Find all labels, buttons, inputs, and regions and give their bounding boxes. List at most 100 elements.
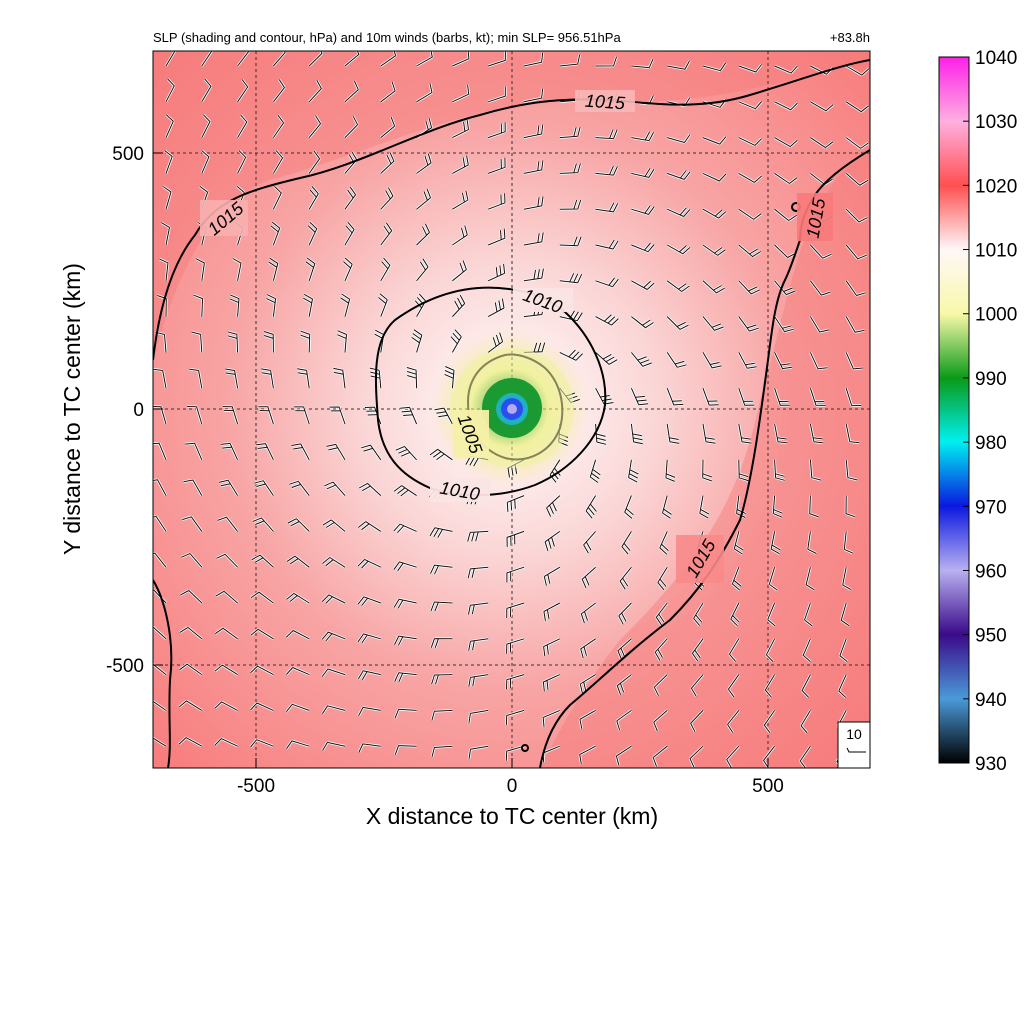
wind-barb [523,124,544,139]
wind-barb [523,232,544,246]
wind-barb [468,602,489,615]
wind-barb [738,459,749,482]
wind-barb [344,116,359,138]
wind-barb [272,114,285,138]
wind-barb [738,423,752,444]
wind-barb [845,280,866,296]
wind-barb [702,459,712,482]
wind-barb [506,495,525,512]
colorbar-tick-label-1040: 1040 [975,48,1017,69]
wind-barb [618,602,632,625]
wind-barb [286,555,310,568]
wind-barb [393,485,417,497]
wind-barb [667,134,691,143]
wind-barb [181,553,203,568]
wind-barb [185,442,203,460]
wind-barb [733,531,744,555]
wind-barb [254,480,274,496]
wind-barb [693,602,704,626]
wind-barb [809,423,824,444]
wind-barb [559,349,583,361]
wind-barb [579,745,596,765]
wind-barb [416,223,430,246]
wind-barb [764,674,776,698]
wind-barb [809,459,822,481]
y-tick-label--500: -500 [106,656,144,677]
wind-barb [361,444,382,461]
wind-barb [307,221,318,246]
wind-barb [153,700,167,711]
wind-barb [268,257,279,281]
wind-barb [631,242,655,253]
wind-barb [357,596,381,606]
x-axis-label: X distance to TC center (km) [366,803,658,829]
wind-barb [358,482,382,496]
wind-barb [201,114,211,138]
wind-barb [165,78,175,103]
wind-barb [308,51,323,67]
plot-area: 1015 1015 1015 1015 1010 1010 1005 10 [153,51,870,768]
wind-barb [394,708,417,719]
wind-barb [220,442,239,461]
contour-label-1015-north: 1015 [584,91,626,114]
wind-barb [727,674,740,698]
wind-barb [559,54,581,67]
wind-barb [843,531,854,554]
wind-barb [666,280,690,292]
wind-barb [488,228,506,246]
wind-barb [273,79,285,103]
wind-barb [406,367,418,389]
wind-barb [738,280,761,295]
wind-barb [666,207,691,217]
wind-barb [411,329,423,353]
wind-barb [523,196,544,210]
wind-barb [488,193,506,210]
wind-barb [690,710,704,733]
wind-barb [468,674,489,687]
wind-barb [839,638,848,662]
wind-barb [845,495,856,518]
wind-barb [774,172,798,184]
wind-barb [631,280,655,290]
wind-barb [506,638,525,654]
wind-barb [809,388,826,406]
wind-barb [699,495,710,519]
wind-barb [416,83,433,103]
wind-barb [214,701,238,711]
wind-barb [358,706,381,717]
wind-barb [799,745,811,768]
wind-barb [765,638,776,662]
wind-barb [631,168,655,178]
wind-barb [559,310,583,322]
wind-barb [430,564,453,575]
wind-barb [153,515,167,532]
contour-small-loop-south [521,744,529,752]
wind-barb [416,258,429,282]
wind-barb [845,65,870,76]
wind-barb [549,459,561,483]
wind-barb [809,495,819,518]
wind-barb [666,244,691,255]
wind-barb [300,330,311,353]
wind-barb [182,516,203,532]
wind-barb [845,137,869,149]
wind-barb [395,445,417,461]
wind-barb [159,258,169,281]
wind-barb [252,517,274,532]
wind-barb [250,628,274,640]
wind-barb [452,84,470,103]
wind-barb [308,115,322,138]
wind-barb [467,566,489,579]
wind-barb [237,79,249,103]
wind-barb [506,530,525,547]
x-tick-label-0: 0 [507,776,518,797]
wind-barb [621,531,632,555]
wind-barb [380,117,396,138]
wind-barb [183,479,203,496]
wind-barb [394,635,417,646]
wind-barb [702,352,722,369]
wind-barb [702,208,727,219]
wind-barb [845,352,863,370]
wind-barb [702,280,725,294]
